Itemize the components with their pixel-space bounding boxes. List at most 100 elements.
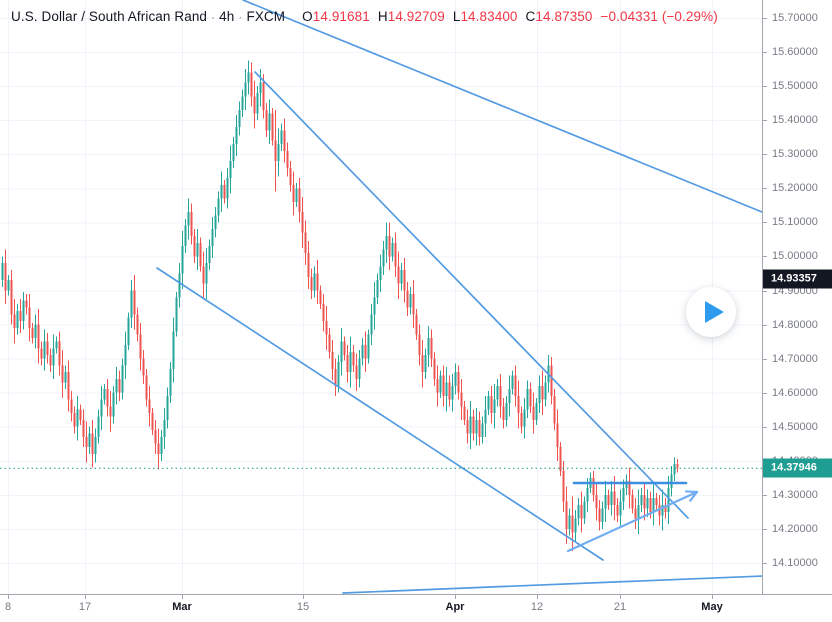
candle-body: [61, 365, 64, 383]
candle-body: [49, 355, 52, 366]
candle-body: [139, 334, 142, 359]
price-tick: [763, 494, 767, 496]
candle-body: [376, 280, 379, 298]
separator-dot: ·: [238, 10, 243, 24]
candle-body: [259, 82, 262, 93]
candle-body: [454, 372, 457, 386]
candle-body: [193, 236, 196, 257]
time-tick: [8, 595, 9, 599]
interval-label: 4h: [219, 9, 235, 24]
chart-canvas[interactable]: [0, 0, 762, 594]
candle-body: [166, 396, 169, 420]
candle-body: [229, 161, 232, 179]
lower-trendline[interactable]: [156, 267, 604, 561]
candle-body: [238, 109, 241, 127]
candle-body: [361, 345, 364, 359]
time-tick: [620, 595, 621, 599]
upper-trendline[interactable]: [242, 0, 762, 213]
price-scale[interactable]: 15.70000 15.60000 15.50000 15.40000 15.30000…: [762, 0, 832, 594]
candle-body: [373, 297, 376, 315]
candle-body: [145, 375, 148, 400]
candle-body: [394, 242, 397, 267]
candle-body: [343, 341, 346, 356]
time-tick: [712, 595, 713, 599]
candle-body: [475, 419, 478, 434]
candle-body: [439, 375, 442, 393]
candle-body: [337, 362, 340, 386]
candle-body: [388, 236, 391, 257]
candle-body: [352, 351, 355, 366]
candle-body: [310, 276, 313, 291]
bottom-trendline[interactable]: [342, 575, 762, 594]
candle-body: [445, 382, 448, 396]
time-tick-label: Mar: [172, 601, 192, 613]
candle-body: [22, 300, 25, 322]
candle-body: [340, 341, 343, 362]
candle-body: [637, 505, 640, 519]
price-tick: [763, 290, 767, 292]
breakout-arrow[interactable]: [566, 490, 699, 553]
candle-body: [577, 505, 580, 519]
candle-body: [553, 396, 556, 424]
candle-body: [484, 409, 487, 424]
candle-body: [508, 389, 511, 403]
candle-body: [325, 321, 328, 335]
candle-body: [601, 508, 604, 523]
candle-body: [667, 488, 670, 512]
candle-body: [196, 242, 199, 257]
candle-body: [319, 290, 322, 305]
candle-body: [595, 494, 598, 509]
candle-body: [460, 392, 463, 407]
candle-body: [184, 225, 187, 247]
candle-body: [304, 232, 307, 253]
candle-body: [82, 419, 85, 437]
candle-body: [247, 72, 250, 83]
candle-body: [133, 290, 136, 315]
candle-body: [574, 518, 577, 533]
price-tick: [763, 222, 767, 224]
price-tick: [763, 154, 767, 156]
candle-body: [136, 314, 139, 335]
candle-body: [322, 304, 325, 322]
candle-body: [331, 351, 334, 369]
candle-body: [646, 498, 649, 509]
price-tick-label: 15.60000: [772, 46, 818, 58]
candle-body: [253, 96, 256, 114]
candle-body: [46, 341, 49, 356]
candle-body: [127, 317, 130, 345]
candle-body: [106, 389, 109, 407]
candle-body: [175, 297, 178, 332]
candle-body: [526, 389, 529, 410]
candle-body: [19, 310, 22, 322]
candle-body: [481, 423, 484, 437]
candle-body: [571, 515, 574, 533]
candle-body: [277, 144, 280, 161]
candle-body: [619, 501, 622, 516]
time-scale[interactable]: 8 17 Mar 15 Apr 12 21 May: [0, 594, 832, 622]
high-value: 14.92709: [387, 9, 445, 24]
price-tick: [763, 426, 767, 428]
candle-body: [37, 324, 40, 349]
candle-body: [28, 307, 31, 328]
candle-body: [115, 379, 118, 393]
candle-body: [118, 379, 121, 393]
candle-body: [301, 212, 304, 233]
candle-body: [283, 130, 286, 151]
arrow-head: [689, 490, 699, 502]
candle-body: [580, 505, 583, 519]
candle-body: [424, 355, 427, 373]
price-tick-label: 14.30000: [772, 488, 818, 501]
candle-body: [379, 266, 382, 281]
candle-body: [151, 413, 154, 431]
price-tick-label: 14.10000: [772, 556, 818, 569]
mid-trendline[interactable]: [254, 71, 689, 519]
close-label: C: [525, 9, 536, 24]
candle-body: [616, 505, 619, 516]
candle-body: [472, 416, 475, 434]
play-button[interactable]: [686, 287, 736, 337]
candle-body: [292, 184, 295, 202]
low-label: L: [452, 9, 461, 24]
candle-body: [148, 399, 151, 414]
chart-legend: U.S. Dollar / South African Rand · 4h · FXCM…: [11, 9, 718, 24]
candle-body: [661, 505, 664, 516]
